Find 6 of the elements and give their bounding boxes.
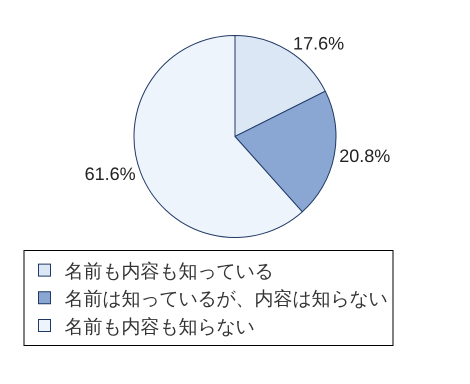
legend-label: 名前は知っているが、内容は知らない bbox=[64, 288, 388, 310]
legend-label: 名前も内容も知っている bbox=[64, 260, 274, 282]
data-label: 61.6% bbox=[84, 164, 136, 184]
data-label: 20.8% bbox=[339, 146, 390, 166]
data-label: 17.6% bbox=[293, 33, 344, 54]
legend-label: 名前も内容も知らない bbox=[64, 316, 254, 338]
